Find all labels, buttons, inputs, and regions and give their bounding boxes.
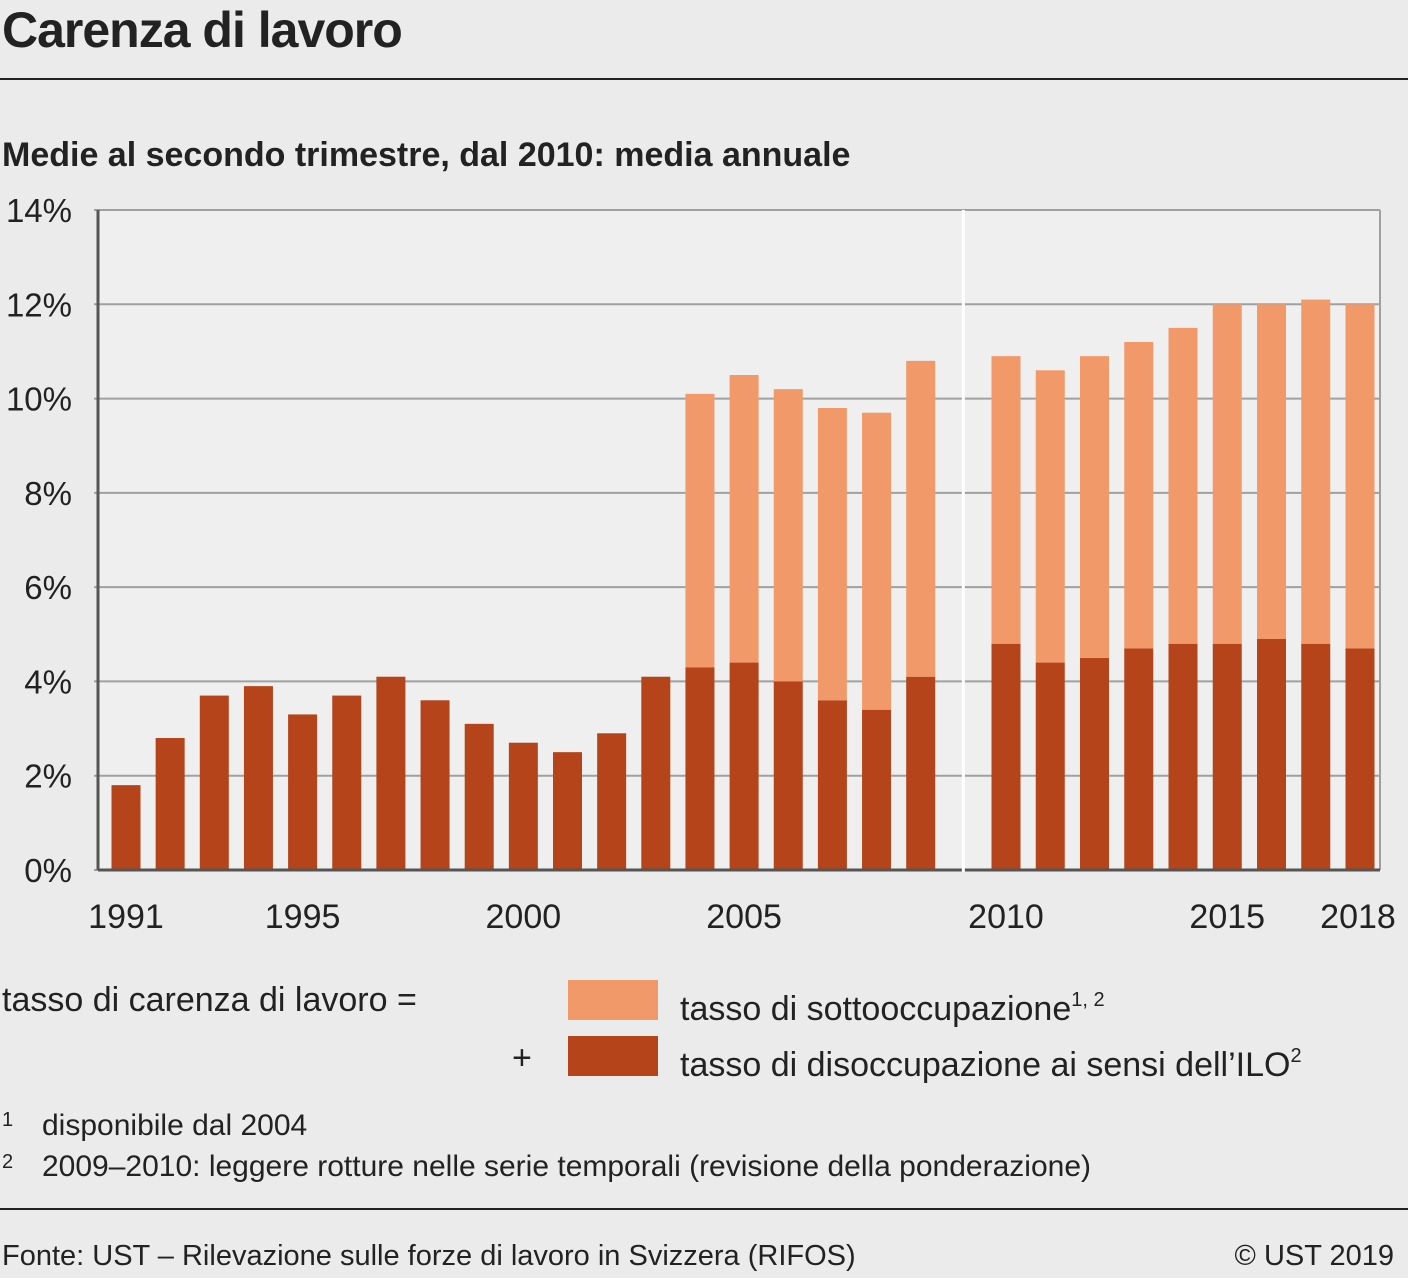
bar-unemployment-1992 xyxy=(155,738,185,870)
x-tick-label: 2000 xyxy=(486,898,562,936)
legend-item-unemployment: tasso di disoccupazione ai sensi dell’IL… xyxy=(680,1034,1302,1087)
bar-underemployment-2016 xyxy=(1257,304,1286,639)
y-tick-label: 14% xyxy=(6,192,72,229)
legend-label-unemployment: tasso di disoccupazione ai sensi dell’IL… xyxy=(680,1046,1291,1084)
x-tick-label: 2010 xyxy=(968,898,1044,936)
title-rule xyxy=(0,78,1408,80)
bar-unemployment-2015 xyxy=(1212,643,1242,870)
bar-unemployment-2006 xyxy=(773,681,803,870)
bar-unemployment-1994 xyxy=(243,686,273,870)
y-tick-label: 8% xyxy=(24,475,72,512)
legend-swatch-unemployment xyxy=(568,1036,658,1076)
chart-title: Carenza di lavoro xyxy=(2,2,403,58)
footnote-text-1: disponibile dal 2004 xyxy=(42,1109,308,1142)
bar-unemployment-1996 xyxy=(332,695,362,870)
bar-underemployment-2015 xyxy=(1212,304,1242,644)
legend-sup-underemployment: 1, 2 xyxy=(1071,989,1105,1011)
x-tick-label: 2018 xyxy=(1320,898,1396,936)
bar-unemployment-2014 xyxy=(1168,643,1198,870)
bar-unemployment-2018 xyxy=(1345,648,1375,870)
bar-underemployment-2004 xyxy=(685,393,715,668)
bar-underemployment-2008 xyxy=(862,412,892,710)
bar-unemployment-1991 xyxy=(111,785,141,870)
footnote-number-1: 1 xyxy=(2,1109,14,1131)
bar-unemployment-1995 xyxy=(288,714,318,870)
bar-underemployment-2006 xyxy=(773,389,803,682)
bar-underemployment-2012 xyxy=(1080,356,1109,658)
bar-underemployment-2010 xyxy=(991,356,1021,644)
bar-unemployment-1997 xyxy=(376,676,406,870)
bar-underemployment-2014 xyxy=(1168,327,1198,644)
bar-unemployment-1999 xyxy=(464,723,494,870)
bar-unemployment-2001 xyxy=(553,752,582,870)
footer-rule xyxy=(0,1208,1408,1210)
copyright-note: © UST 2019 xyxy=(1234,1240,1394,1272)
stacked-bar-chart: 0% 2% 4% 6% 8% 10% 12% 14% 1991 1995 2000 2005 2010 2… xyxy=(6,192,1396,936)
bar-unemployment-2012 xyxy=(1080,657,1109,870)
bar-unemployment-2005 xyxy=(729,662,759,870)
bar-underemployment-2009 xyxy=(906,360,936,677)
y-tick-label: 10% xyxy=(6,381,72,418)
bar-unemployment-2008 xyxy=(862,709,892,870)
bar-unemployment-2004 xyxy=(685,667,715,870)
bar-unemployment-2013 xyxy=(1124,648,1154,870)
bar-unemployment-2002 xyxy=(597,733,627,870)
chart-subtitle: Medie al secondo trimestre, dal 2010: me… xyxy=(2,136,851,174)
bar-unemployment-2016 xyxy=(1257,639,1286,870)
footnote-text-2: 2009–2010: leggere rotture nelle serie t… xyxy=(42,1150,1091,1183)
bar-underemployment-2013 xyxy=(1124,342,1154,649)
legend-swatch-underemployment xyxy=(568,980,658,1020)
y-tick-label: 6% xyxy=(24,569,72,606)
y-tick-label: 2% xyxy=(24,758,72,795)
x-tick-label: 1991 xyxy=(88,898,164,936)
bar-unemployment-2010 xyxy=(991,643,1021,870)
x-tick-label: 2005 xyxy=(706,898,782,936)
bar-unemployment-2007 xyxy=(817,700,847,870)
y-tick-label: 4% xyxy=(24,663,72,700)
bar-underemployment-2018 xyxy=(1345,304,1375,649)
x-tick-label: 1995 xyxy=(265,898,341,936)
bar-unemployment-2017 xyxy=(1301,643,1331,870)
bar-unemployment-2003 xyxy=(641,676,671,870)
y-tick-label: 0% xyxy=(24,852,72,889)
footnote-number-2: 2 xyxy=(2,1151,14,1173)
bar-underemployment-2005 xyxy=(729,375,759,663)
y-tick-label: 12% xyxy=(6,286,72,323)
bar-underemployment-2011 xyxy=(1035,370,1065,663)
source-note: Fonte: UST – Rilevazione sulle forze di … xyxy=(2,1240,856,1272)
bar-unemployment-1998 xyxy=(420,700,450,870)
x-tick-label: 2015 xyxy=(1189,898,1265,936)
bar-unemployment-2011 xyxy=(1035,662,1065,870)
bar-unemployment-2000 xyxy=(508,742,538,870)
legend-label-underemployment: tasso di sottooccupazione xyxy=(680,990,1072,1028)
bar-underemployment-2007 xyxy=(817,408,847,701)
legend-sup-unemployment: 2 xyxy=(1290,1045,1302,1067)
bar-underemployment-2017 xyxy=(1301,299,1331,644)
legend-equation-label: tasso di carenza di lavoro = xyxy=(2,981,417,1019)
legend-item-underemployment: tasso di sottooccupazione1, 2 xyxy=(680,978,1105,1031)
legend-plus-sign: + xyxy=(512,1039,532,1077)
bar-unemployment-1993 xyxy=(199,695,229,870)
bar-unemployment-2009 xyxy=(906,676,936,870)
